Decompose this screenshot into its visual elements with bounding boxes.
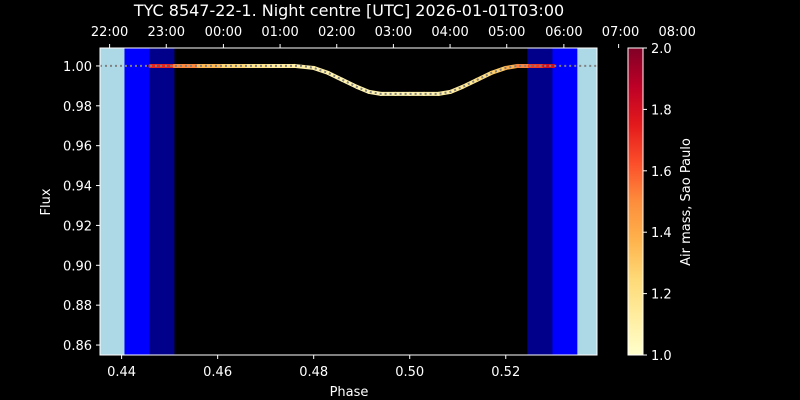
top-axis-time-label: 00:00 <box>205 25 242 40</box>
y-tick-label: 0.86 <box>63 339 92 354</box>
colorbar-tick-label: 1.2 <box>651 288 672 303</box>
twilight-band-1 <box>124 48 150 355</box>
plot-background <box>100 48 597 355</box>
top-axis-time-label: 05:00 <box>488 25 525 40</box>
x-tick-label: 0.48 <box>299 365 328 380</box>
top-time-axis: 22:00 23:00 00:00 01:00 02:00 03:00 04:00 05:00… <box>91 25 696 48</box>
twilight-band-5 <box>577 48 597 355</box>
top-axis-time-label: 23:00 <box>148 25 185 40</box>
x-tick-label: 0.44 <box>107 365 136 380</box>
top-axis-time-label: 06:00 <box>545 25 582 40</box>
plot-frame <box>99 47 598 356</box>
top-axis-time-label: 02:00 <box>318 25 355 40</box>
x-tick-label: 0.46 <box>203 365 232 380</box>
chart-title: TYC 8547-22-1. Night centre [UTC] 2026-0… <box>133 1 564 20</box>
y-tick-label: 1.00 <box>63 60 92 75</box>
colorbar-tick-label: 1.0 <box>651 349 672 364</box>
colorbar-tick-label: 1.8 <box>651 103 672 118</box>
twilight-band-3 <box>527 48 553 355</box>
twilight-band-0 <box>100 48 125 355</box>
colorbar-tick-label: 1.6 <box>651 165 672 180</box>
twilight-band-2 <box>149 48 175 355</box>
plot-area <box>99 47 598 356</box>
colorbar-ticks: 1.0 1.2 1.4 1.6 1.8 2.0 <box>643 42 672 364</box>
top-axis-time-label: 08:00 <box>658 25 695 40</box>
x-axis-label: Phase <box>330 385 369 400</box>
y-tick-label: 0.94 <box>63 180 92 195</box>
top-axis-time-label: 07:00 <box>602 25 639 40</box>
top-axis-time-label: 04:00 <box>431 25 468 40</box>
colorbar-gradient <box>627 47 644 356</box>
y-tick-label: 0.98 <box>63 100 92 115</box>
twilight-band-4 <box>552 48 578 355</box>
y-tick-label: 0.96 <box>63 140 92 155</box>
top-axis-time-label: 22:00 <box>91 25 128 40</box>
colorbar-tick-label: 2.0 <box>651 42 672 57</box>
airmass-track-segment <box>474 70 494 82</box>
twilight-bands <box>100 48 597 355</box>
curve-layer <box>100 63 597 96</box>
colorbar-tick-label: 1.4 <box>651 226 672 241</box>
y-axis: 0.86 0.88 0.90 0.92 0.94 0.96 0.98 1.00 <box>63 60 100 354</box>
top-axis-time-label: 03:00 <box>375 25 412 40</box>
airmass-track-segment <box>340 77 359 89</box>
y-tick-label: 0.92 <box>63 219 92 234</box>
y-tick-label: 0.88 <box>63 299 92 314</box>
x-tick-label: 0.52 <box>491 365 520 380</box>
colorbar-label: Air mass, Sao Paulo <box>679 138 694 266</box>
model-light-curve <box>100 64 597 95</box>
colorbar: 1.0 1.2 1.4 1.6 1.8 2.0 Air mass, Sao Paulo <box>627 42 694 364</box>
airmass-track-segment <box>489 65 508 75</box>
x-tick-label: 0.50 <box>395 365 424 380</box>
x-axis: 0.44 0.46 0.48 0.50 0.52 <box>107 355 520 380</box>
y-axis-label: Flux <box>39 188 54 215</box>
top-axis-time-label: 01:00 <box>261 25 298 40</box>
y-tick-label: 0.90 <box>63 259 92 274</box>
